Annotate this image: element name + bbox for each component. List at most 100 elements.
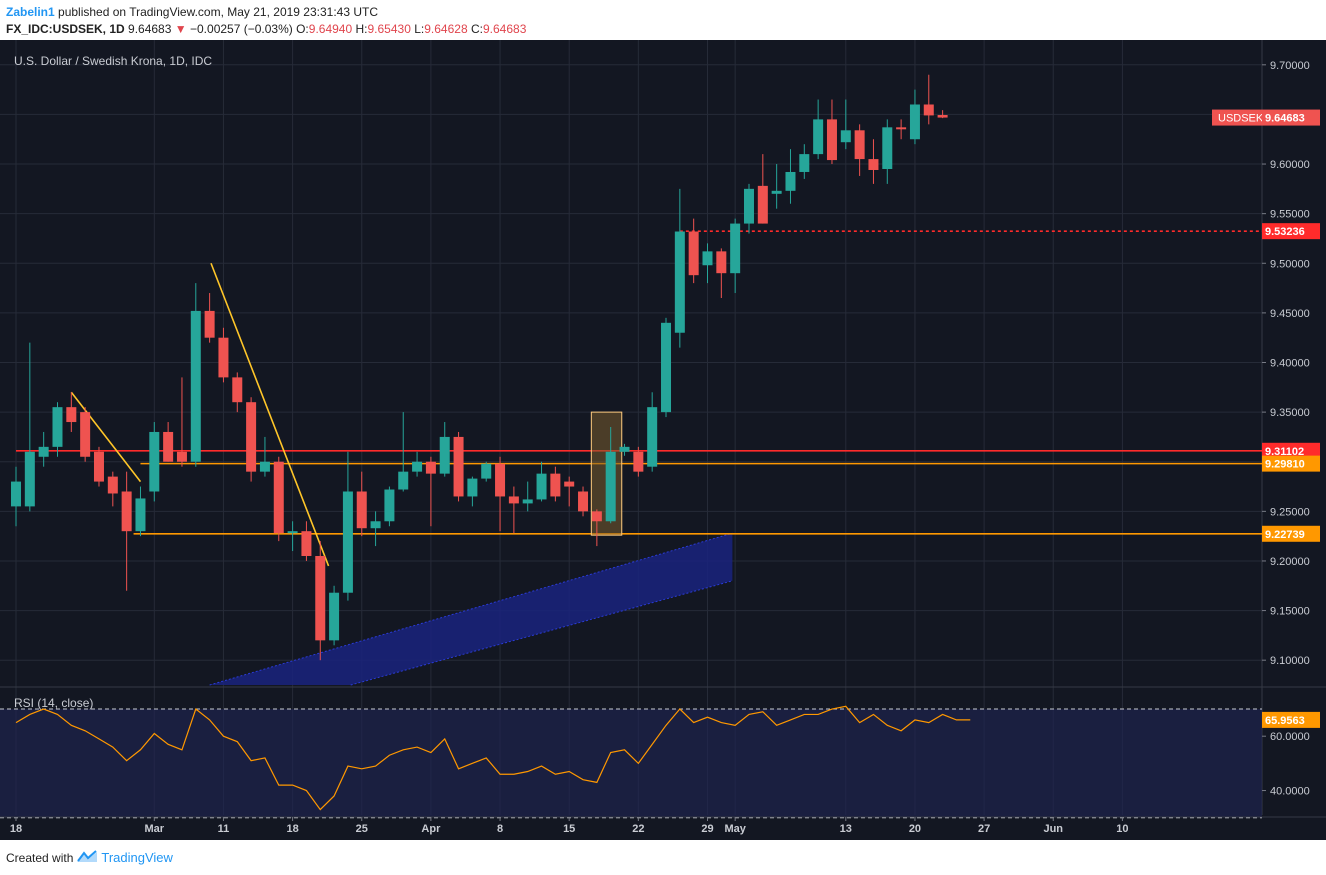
candle-body bbox=[163, 431, 174, 462]
candle bbox=[204, 293, 215, 343]
candle-body bbox=[425, 461, 436, 474]
candle bbox=[342, 451, 353, 601]
candle-body bbox=[813, 119, 824, 155]
tradingview-brand[interactable]: TradingView bbox=[101, 850, 173, 865]
candle-body bbox=[259, 461, 270, 472]
candle bbox=[467, 476, 478, 507]
candle bbox=[522, 481, 533, 512]
candle-body bbox=[826, 119, 837, 161]
chart-title: U.S. Dollar / Swedish Krona, 1D, IDC bbox=[14, 54, 212, 68]
high-value: 9.65430 bbox=[367, 22, 411, 36]
candle-body bbox=[688, 231, 699, 276]
candle-body bbox=[716, 251, 727, 274]
candle-body bbox=[301, 531, 312, 556]
candle bbox=[785, 149, 796, 204]
open-value: 9.64940 bbox=[308, 22, 353, 36]
candle bbox=[93, 446, 104, 487]
regression-channel bbox=[209, 532, 733, 686]
trendlines bbox=[70, 262, 330, 567]
time-tick-label: 10 bbox=[1116, 823, 1128, 835]
price-axis: 9.700009.650009.600009.550009.500009.450… bbox=[1212, 60, 1320, 667]
level-label: 9.29810 bbox=[1265, 459, 1305, 471]
last-price-label-bg bbox=[1262, 109, 1320, 126]
candle bbox=[80, 407, 91, 462]
candle-body bbox=[93, 451, 104, 482]
time-tick-label: 13 bbox=[840, 823, 852, 835]
candle bbox=[218, 327, 229, 383]
candle-body bbox=[218, 337, 229, 378]
time-tick-label: 18 bbox=[10, 823, 22, 835]
candle bbox=[508, 486, 519, 534]
footer: Created with TradingView bbox=[6, 850, 173, 865]
price-tick-label: 9.40000 bbox=[1270, 358, 1310, 370]
last-price-label: 9.64683 bbox=[1265, 113, 1305, 125]
candle bbox=[384, 486, 395, 527]
level-label: 9.53236 bbox=[1265, 226, 1305, 238]
time-tick-label: 8 bbox=[497, 823, 503, 835]
symbol-tag-bg bbox=[1212, 109, 1262, 126]
created-with-text: Created with bbox=[6, 850, 74, 865]
horizontal-levels bbox=[16, 230, 1262, 535]
candle-body bbox=[273, 461, 284, 534]
channel-upper-line bbox=[209, 532, 733, 686]
candle bbox=[52, 402, 63, 457]
candle-body bbox=[121, 491, 132, 532]
rsi-band bbox=[0, 709, 1262, 818]
close-label: C: bbox=[470, 22, 483, 36]
candle bbox=[121, 471, 132, 591]
candle-body bbox=[702, 251, 713, 266]
candle bbox=[937, 110, 948, 119]
candle bbox=[287, 521, 298, 552]
candle-body bbox=[799, 154, 810, 172]
rsi-tick-label: 40.0000 bbox=[1270, 786, 1310, 798]
candle bbox=[757, 154, 768, 224]
price-change: −0.00257 (−0.03%) bbox=[190, 22, 293, 36]
price-tick-label: 9.50000 bbox=[1270, 258, 1310, 270]
time-tick-label: 25 bbox=[356, 823, 368, 835]
candle bbox=[702, 243, 713, 284]
time-tick-label: 22 bbox=[632, 823, 644, 835]
time-tick-label: 18 bbox=[286, 823, 298, 835]
price-tick-label: 9.70000 bbox=[1270, 60, 1310, 72]
candle-body bbox=[743, 188, 754, 224]
rsi-tick-label: 60.0000 bbox=[1270, 731, 1310, 743]
candle bbox=[149, 422, 160, 502]
candle bbox=[896, 119, 907, 140]
candle-body bbox=[342, 491, 353, 593]
candle bbox=[591, 509, 602, 547]
candle-body bbox=[909, 104, 920, 140]
publish-info: Zabelin1 published on TradingView.com, M… bbox=[6, 5, 378, 19]
candle bbox=[11, 466, 21, 527]
candle-body bbox=[661, 322, 672, 413]
candle-body bbox=[605, 451, 616, 522]
candle-body bbox=[149, 431, 160, 492]
candle-body bbox=[923, 104, 934, 116]
candle bbox=[481, 461, 492, 482]
candle bbox=[799, 144, 810, 179]
candle-body bbox=[730, 223, 741, 274]
last-price: 9.64683 bbox=[128, 22, 172, 36]
price-tick-label: 9.55000 bbox=[1270, 209, 1310, 221]
price-tick-label: 9.35000 bbox=[1270, 407, 1310, 419]
candle bbox=[688, 218, 699, 284]
candle bbox=[730, 218, 741, 294]
author-name[interactable]: Zabelin1 bbox=[6, 5, 55, 19]
candle bbox=[439, 422, 450, 477]
price-tick-label: 9.45000 bbox=[1270, 308, 1310, 320]
candle bbox=[163, 422, 174, 462]
candle bbox=[868, 139, 879, 184]
candle bbox=[259, 436, 270, 477]
symbol: FX_IDC:USDSEK, 1D bbox=[6, 22, 125, 36]
candle bbox=[909, 89, 920, 145]
candle-body bbox=[412, 461, 423, 472]
candle bbox=[38, 431, 49, 467]
candle bbox=[273, 456, 284, 542]
candle-body bbox=[522, 499, 533, 504]
close-value: 9.64683 bbox=[482, 22, 527, 36]
rsi-pane: 60.0000 40.0000 65.9563 bbox=[0, 705, 1320, 819]
candle-body bbox=[453, 436, 464, 497]
price-tick-label: 9.60000 bbox=[1270, 159, 1310, 171]
candle bbox=[190, 283, 201, 467]
level-label-bg bbox=[1262, 442, 1320, 459]
